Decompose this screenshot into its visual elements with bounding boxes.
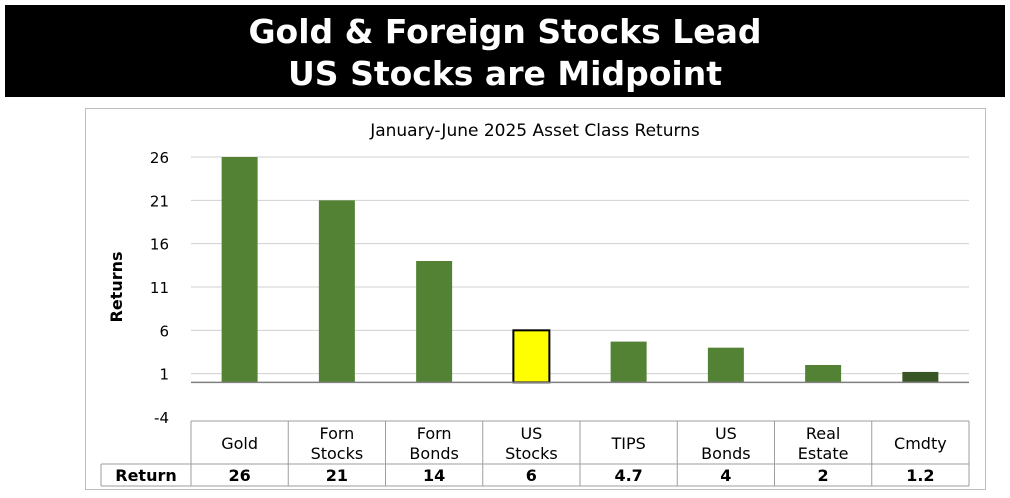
data-value-label: 2 bbox=[818, 466, 829, 485]
y-tick-label: 16 bbox=[150, 236, 169, 254]
y-tick-label: 6 bbox=[159, 322, 169, 340]
data-value-label: 26 bbox=[228, 466, 250, 485]
headline-line-2: US Stocks are Midpoint bbox=[288, 54, 722, 93]
bar bbox=[416, 261, 453, 383]
bar-chart: January-June 2025 Asset Class Returns262… bbox=[100, 121, 970, 487]
bar bbox=[221, 157, 258, 383]
x-category-label: Stocks bbox=[311, 444, 364, 463]
bar bbox=[610, 341, 647, 383]
x-category-label: Stocks bbox=[505, 444, 558, 463]
y-tick-label: 21 bbox=[150, 192, 169, 210]
x-category-label: Bonds bbox=[409, 444, 458, 463]
table-row-label: Return bbox=[115, 466, 177, 485]
x-category-label: Forn bbox=[417, 424, 452, 443]
data-value-label: 21 bbox=[326, 466, 348, 485]
bar bbox=[805, 365, 842, 383]
headline-banner: Gold & Foreign Stocks Lead US Stocks are… bbox=[5, 5, 1005, 97]
data-value-label: 4.7 bbox=[614, 466, 642, 485]
x-category-label: Bonds bbox=[701, 444, 750, 463]
bar bbox=[902, 371, 939, 383]
data-value-label: 1.2 bbox=[906, 466, 934, 485]
x-category-label: Real bbox=[806, 424, 841, 443]
x-category-label: US bbox=[715, 424, 737, 443]
headline-line-1: Gold & Foreign Stocks Lead bbox=[248, 12, 762, 51]
y-tick-label: 1 bbox=[159, 366, 169, 384]
x-category-label: Cmdty bbox=[894, 434, 947, 453]
x-category-label: Gold bbox=[221, 434, 258, 453]
data-value-label: 4 bbox=[720, 466, 731, 485]
data-value-label: 6 bbox=[526, 466, 537, 485]
y-tick-label: -4 bbox=[154, 409, 169, 427]
y-axis-label: Returns bbox=[107, 251, 126, 322]
x-category-label: US bbox=[520, 424, 542, 443]
chart-container: January-June 2025 Asset Class Returns 26 2… bbox=[85, 108, 986, 490]
data-value-label: 14 bbox=[423, 466, 445, 485]
x-category-label: Forn bbox=[319, 424, 354, 443]
y-tick-label: 11 bbox=[150, 279, 169, 297]
y-tick-label: 26 bbox=[150, 149, 169, 167]
chart-title: January-June 2025 Asset Class Returns bbox=[369, 121, 700, 141]
x-category-label: Estate bbox=[798, 444, 849, 463]
bar bbox=[512, 329, 551, 384]
x-category-label: TIPS bbox=[610, 434, 645, 453]
bar bbox=[707, 347, 744, 383]
bar bbox=[318, 200, 355, 383]
